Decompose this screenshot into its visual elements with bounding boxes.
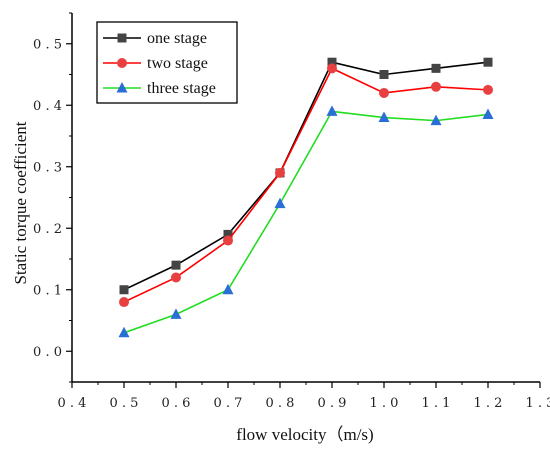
data-point: [431, 81, 441, 92]
y-tick-label: 0 . 2: [33, 222, 62, 237]
x-axis-ticks: 0 . 4 0 . 5 0 . 6 0 . 7 0 . 8 0 . 9 1 . 0 1 . 1…: [58, 382, 550, 411]
legend-label: three stage: [147, 80, 216, 97]
chart-legend: one stage two stage three stage: [96, 21, 238, 104]
data-point: [118, 326, 130, 338]
data-point: [327, 57, 337, 67]
legend-item: one stage: [103, 30, 207, 47]
x-tick-label: 1 . 3: [526, 396, 550, 411]
data-point: [119, 285, 129, 295]
legend-marker: [116, 82, 128, 93]
y-tick-label: 0 . 0: [33, 345, 62, 360]
x-tick-label: 0 . 5: [110, 396, 139, 411]
data-point: [483, 84, 493, 95]
data-point: [378, 111, 390, 123]
x-tick-label: 1 . 2: [474, 396, 503, 411]
series-line: [123, 61, 489, 291]
data-point: [119, 297, 129, 308]
legend-marker: [117, 33, 127, 43]
data-point: [431, 63, 441, 73]
legend-label: two stage: [147, 55, 208, 72]
data-point: [430, 114, 442, 126]
data-point: [327, 63, 337, 74]
legend-item: three stage: [103, 80, 216, 97]
data-point: [379, 70, 389, 79]
data-point: [171, 272, 181, 283]
data-point: [482, 108, 494, 119]
y-tick-label: 0 . 4: [33, 99, 62, 114]
series-line: [123, 110, 489, 334]
data-point: [170, 308, 182, 319]
x-tick-label: 1 . 1: [422, 396, 451, 411]
data-point: [483, 57, 493, 67]
chart-series: [118, 57, 494, 338]
y-tick-label: 0 . 1: [33, 283, 62, 298]
data-point: [171, 260, 181, 270]
x-tick-label: 0 . 4: [58, 396, 87, 411]
x-tick-label: 0 . 6: [162, 396, 191, 411]
legend-item: two stage: [103, 55, 208, 72]
legend-marker: [117, 58, 127, 68]
data-point: [326, 105, 338, 116]
series-two-stage: [119, 63, 493, 308]
legend-label: one stage: [147, 30, 207, 47]
data-point: [379, 87, 389, 98]
y-axis-label: Static torque coefficient: [11, 121, 30, 284]
x-tick-label: 0 . 8: [266, 396, 295, 411]
x-axis-label: flow velocity（m/s): [236, 425, 373, 444]
y-tick-label: 0 . 3: [33, 160, 62, 175]
x-tick-label: 1 . 0: [370, 396, 399, 411]
y-axis-ticks: 0 . 0 0 . 1 0 . 2 0 . 3 0 . 4 0 . 5: [33, 12, 72, 383]
x-tick-label: 0 . 9: [318, 396, 347, 411]
series-line: [123, 67, 489, 303]
x-tick-label: 0 . 7: [214, 396, 243, 411]
series-three-stage: [118, 105, 494, 338]
data-point: [275, 167, 285, 178]
data-point: [223, 229, 233, 239]
y-tick-label: 0 . 5: [33, 37, 62, 52]
data-point: [222, 283, 234, 295]
data-point: [223, 235, 233, 246]
data-point: [274, 197, 286, 209]
